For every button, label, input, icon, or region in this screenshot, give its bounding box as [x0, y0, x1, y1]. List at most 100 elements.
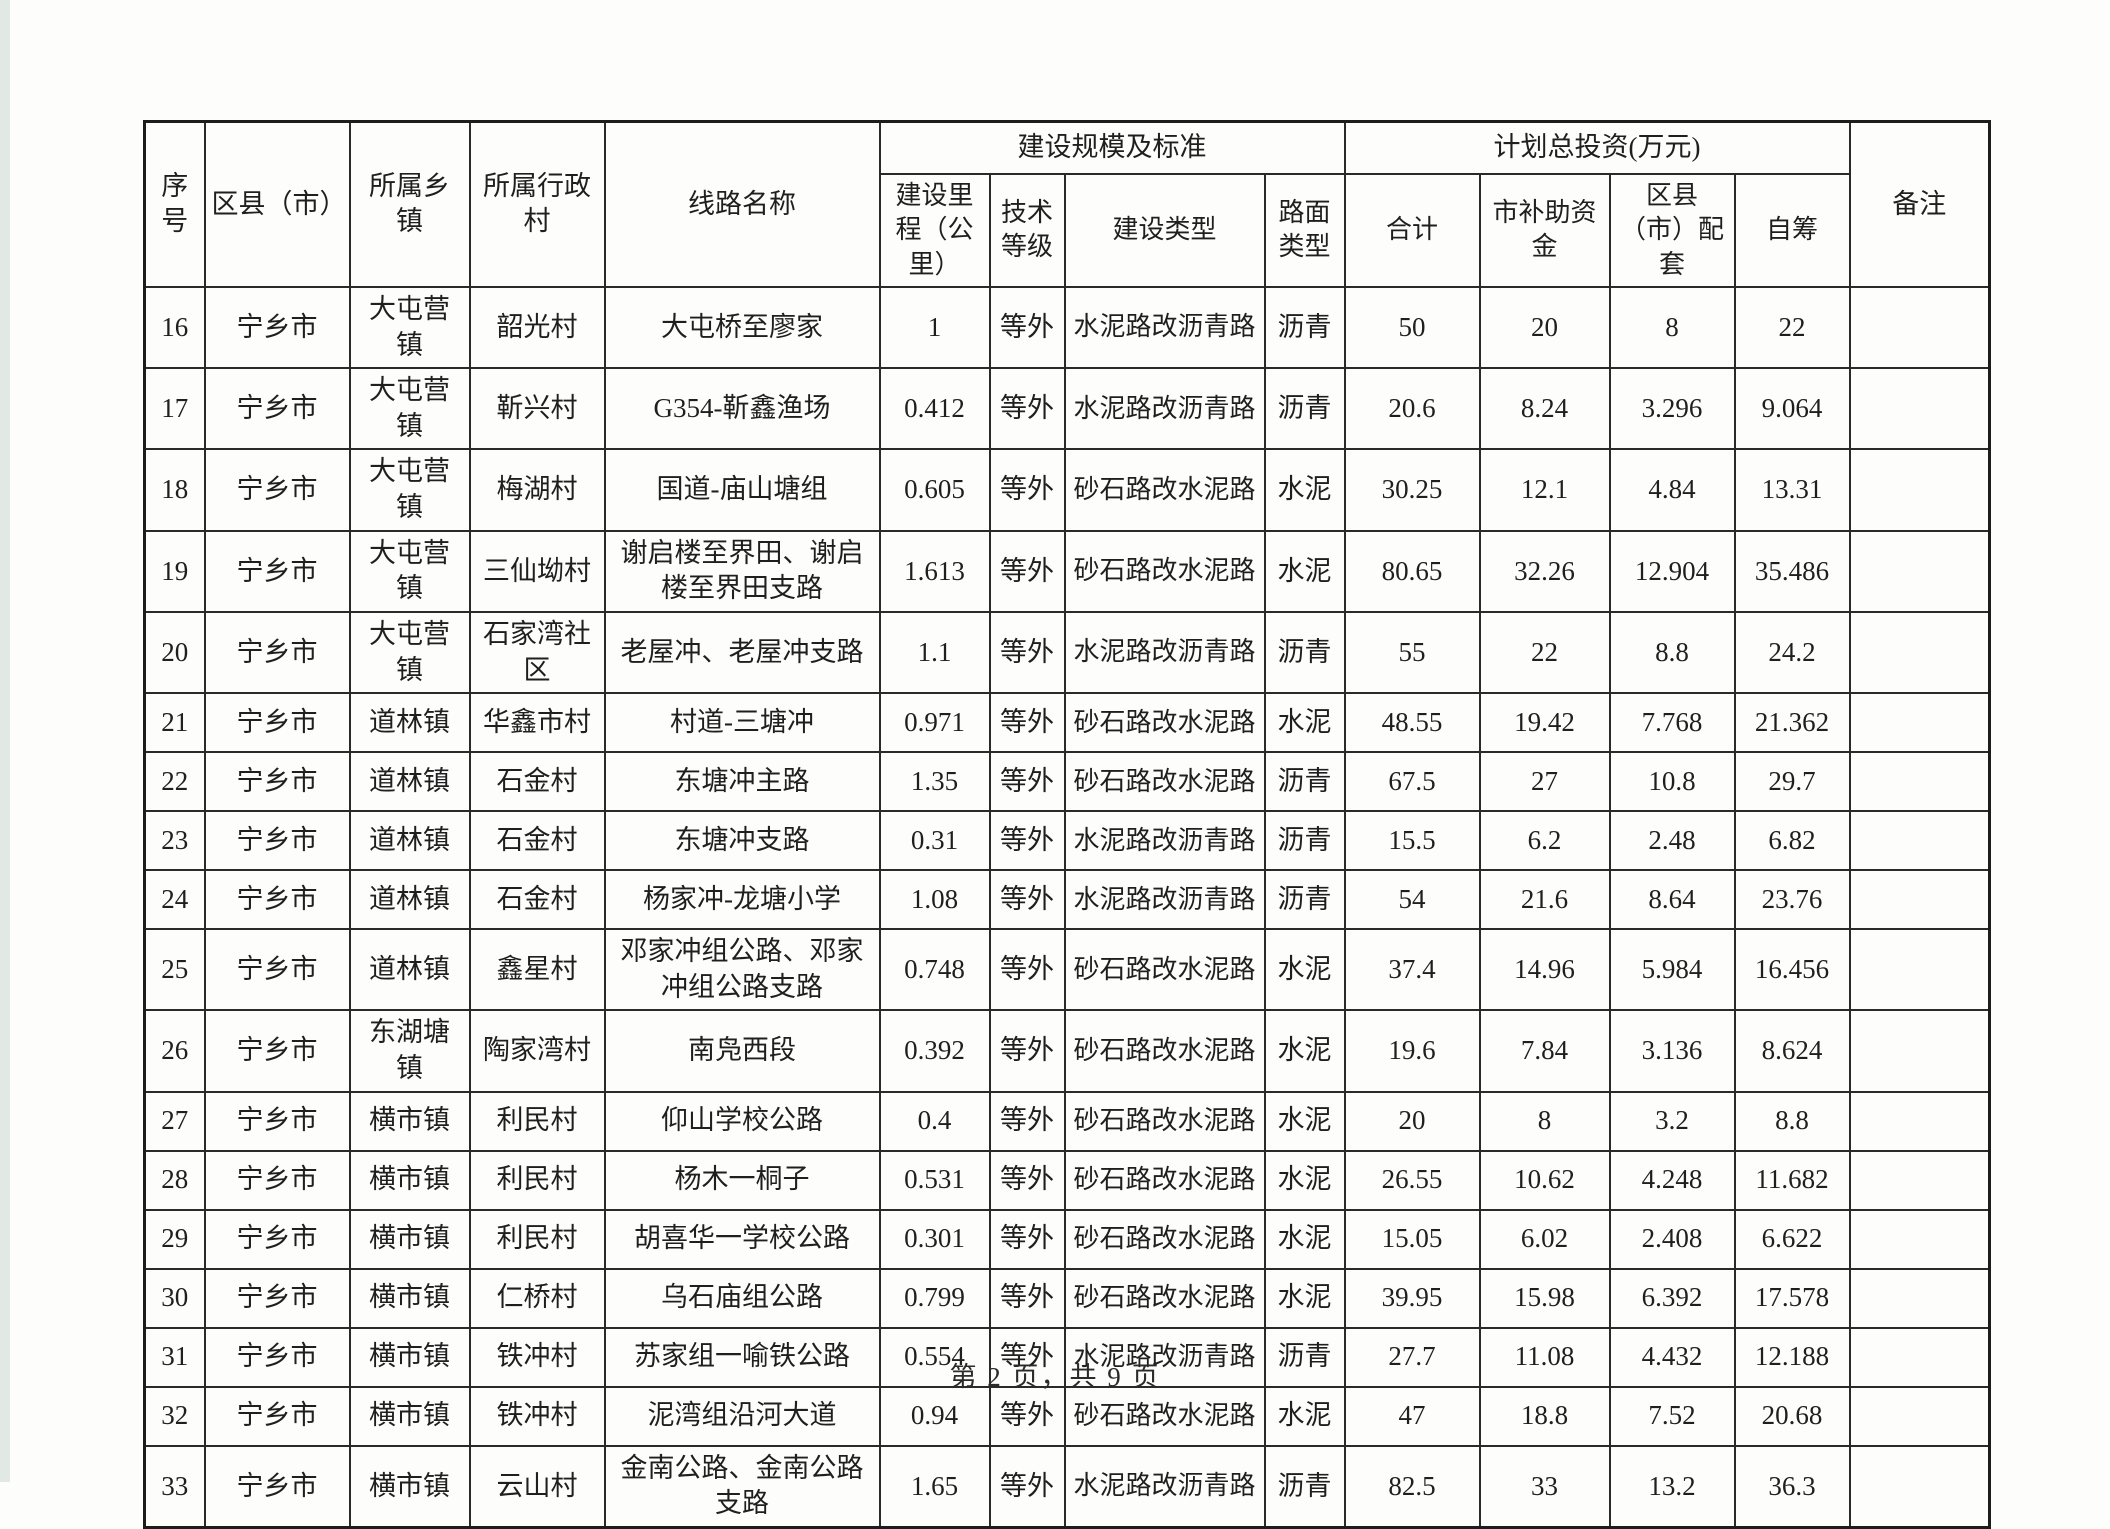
cell-surface: 沥青 — [1263, 751, 1346, 813]
cell-surface: 水泥 — [1263, 1090, 1346, 1152]
cell-type: 砂石路改水泥路 — [1063, 529, 1266, 613]
cell-route: 东塘冲支路 — [603, 810, 881, 872]
cell-surface: 水泥 — [1263, 1149, 1346, 1211]
cell-total: 15.5 — [1343, 810, 1481, 872]
cell-type: 水泥路改沥青路 — [1063, 367, 1266, 451]
cell-city-fund: 20 — [1478, 285, 1611, 370]
cell-county: 宁乡市 — [203, 367, 351, 451]
col-group-construction-scale: 建设规模及标准 — [878, 120, 1346, 175]
cell-village: 靳兴村 — [468, 367, 606, 451]
col-header-county: 区县（市） — [203, 120, 351, 288]
cell-grade: 等外 — [988, 1444, 1066, 1529]
cell-village: 利民村 — [468, 1208, 606, 1270]
cell-no: 18 — [143, 448, 206, 532]
cell-city-fund: 32.26 — [1478, 529, 1611, 613]
cell-village: 铁冲村 — [468, 1326, 606, 1388]
cell-mileage: 1.65 — [878, 1444, 991, 1529]
cell-mileage: 0.4 — [878, 1090, 991, 1152]
cell-district-fund: 2.408 — [1608, 1208, 1736, 1270]
cell-route: 杨木一桐子 — [603, 1149, 881, 1211]
cell-county: 宁乡市 — [203, 1009, 351, 1093]
cell-village: 石金村 — [468, 869, 606, 931]
cell-town: 横市镇 — [348, 1444, 471, 1529]
cell-type: 砂石路改水泥路 — [1063, 1090, 1266, 1152]
cell-type: 砂石路改水泥路 — [1063, 1009, 1266, 1093]
road-projects-table: 序号 区县（市） 所属乡镇 所属行政村 线路名称 建设规模及标准 计划总投资(万… — [143, 120, 1992, 1529]
table-row: 33 宁乡市 横市镇 云山村 金南公路、金南公路支路 1.65 等外 水泥路改沥青路 沥青 82.… — [143, 1444, 1991, 1529]
cell-no: 24 — [143, 869, 206, 931]
table-row: 32 宁乡市 横市镇 铁冲村 泥湾组沿河大道 0.94 等外 砂石路改水泥路 水泥 47 18.8 7… — [143, 1385, 1991, 1447]
col-header-grade: 技术等级 — [988, 173, 1066, 288]
cell-total: 26.55 — [1343, 1149, 1481, 1211]
cell-county: 宁乡市 — [203, 610, 351, 695]
cell-county: 宁乡市 — [203, 1326, 351, 1388]
cell-city-fund: 22 — [1478, 610, 1611, 695]
cell-district-fund: 3.2 — [1608, 1090, 1736, 1152]
cell-no: 17 — [143, 367, 206, 451]
cell-village: 石金村 — [468, 751, 606, 813]
cell-no: 16 — [143, 285, 206, 370]
cell-mileage: 1.613 — [878, 529, 991, 613]
cell-grade: 等外 — [988, 1090, 1066, 1152]
cell-mileage: 0.31 — [878, 810, 991, 872]
page-footer: 第 2 页，共 9 页 — [949, 1362, 1161, 1392]
cell-mileage: 1 — [878, 285, 991, 370]
cell-district-fund: 8.64 — [1608, 869, 1736, 931]
table-row: 29 宁乡市 横市镇 利民村 胡喜华一学校公路 0.301 等外 砂石路改水泥路 水泥 15.05… — [143, 1208, 1991, 1270]
cell-type: 水泥路改沥青路 — [1063, 1444, 1266, 1529]
cell-no: 28 — [143, 1149, 206, 1211]
cell-village: 仁桥村 — [468, 1267, 606, 1329]
cell-city-fund: 18.8 — [1478, 1385, 1611, 1447]
cell-town: 大屯营镇 — [348, 367, 471, 451]
cell-grade: 等外 — [988, 448, 1066, 532]
cell-type: 水泥路改沥青路 — [1063, 285, 1266, 370]
cell-mileage: 1.08 — [878, 869, 991, 931]
cell-grade: 等外 — [988, 1208, 1066, 1270]
cell-county: 宁乡市 — [203, 1208, 351, 1270]
cell-village: 陶家湾村 — [468, 1009, 606, 1093]
cell-route: 胡喜华一学校公路 — [603, 1208, 881, 1270]
cell-route: 大屯桥至廖家 — [603, 285, 881, 370]
cell-type: 水泥路改沥青路 — [1063, 1326, 1266, 1388]
cell-surface: 沥青 — [1263, 285, 1346, 370]
cell-no: 26 — [143, 1009, 206, 1093]
cell-note — [1848, 529, 1991, 613]
table-row: 25 宁乡市 道林镇 鑫星村 邓家冲组公路、邓家冲组公路支路 0.748 等外 砂石路改水泥路… — [143, 928, 1991, 1012]
table-row: 31 宁乡市 横市镇 铁冲村 苏家组一喻铁公路 0.554 等外 水泥路改沥青路 沥青 27.7 1… — [143, 1326, 1991, 1388]
cell-town: 道林镇 — [348, 928, 471, 1012]
cell-district-fund: 7.768 — [1608, 692, 1736, 754]
col-header-city-fund: 市补助资金 — [1478, 173, 1611, 288]
cell-grade: 等外 — [988, 1267, 1066, 1329]
col-group-planned-investment: 计划总投资(万元) — [1343, 120, 1851, 175]
cell-grade: 等外 — [988, 285, 1066, 370]
cell-self-fund: 11.682 — [1733, 1149, 1851, 1211]
cell-surface: 沥青 — [1263, 869, 1346, 931]
cell-village: 石家湾社区 — [468, 610, 606, 695]
cell-grade: 等外 — [988, 928, 1066, 1012]
cell-grade: 等外 — [988, 610, 1066, 695]
cell-city-fund: 19.42 — [1478, 692, 1611, 754]
cell-county: 宁乡市 — [203, 810, 351, 872]
cell-county: 宁乡市 — [203, 1385, 351, 1447]
road-projects-table-wrap: 序号 区县（市） 所属乡镇 所属行政村 线路名称 建设规模及标准 计划总投资(万… — [143, 120, 1992, 1529]
cell-village: 韶光村 — [468, 285, 606, 370]
col-header-town: 所属乡镇 — [348, 120, 471, 288]
cell-district-fund: 7.52 — [1608, 1385, 1736, 1447]
cell-route: 东塘冲主路 — [603, 751, 881, 813]
cell-note — [1848, 928, 1991, 1012]
cell-self-fund: 36.3 — [1733, 1444, 1851, 1529]
cell-self-fund: 12.188 — [1733, 1326, 1851, 1388]
cell-grade: 等外 — [988, 1326, 1066, 1388]
table-row: 17 宁乡市 大屯营镇 靳兴村 G354-靳鑫渔场 0.412 等外 水泥路改沥青路 沥青 20.… — [143, 367, 1991, 451]
cell-self-fund: 22 — [1733, 285, 1851, 370]
cell-no: 32 — [143, 1385, 206, 1447]
table-row: 18 宁乡市 大屯营镇 梅湖村 国道-庙山塘组 0.605 等外 砂石路改水泥路 水泥 30.25… — [143, 448, 1991, 532]
table-row: 23 宁乡市 道林镇 石金村 东塘冲支路 0.31 等外 水泥路改沥青路 沥青 15.5 6.2 2.… — [143, 810, 1991, 872]
cell-town: 横市镇 — [348, 1267, 471, 1329]
cell-note — [1848, 1267, 1991, 1329]
col-header-district-fund: 区县（市）配套 — [1608, 173, 1736, 288]
cell-district-fund: 3.296 — [1608, 367, 1736, 451]
table-row: 22 宁乡市 道林镇 石金村 东塘冲主路 1.35 等外 砂石路改水泥路 沥青 67.5 27 10.… — [143, 751, 1991, 813]
cell-town: 道林镇 — [348, 869, 471, 931]
cell-surface: 水泥 — [1263, 1385, 1346, 1447]
